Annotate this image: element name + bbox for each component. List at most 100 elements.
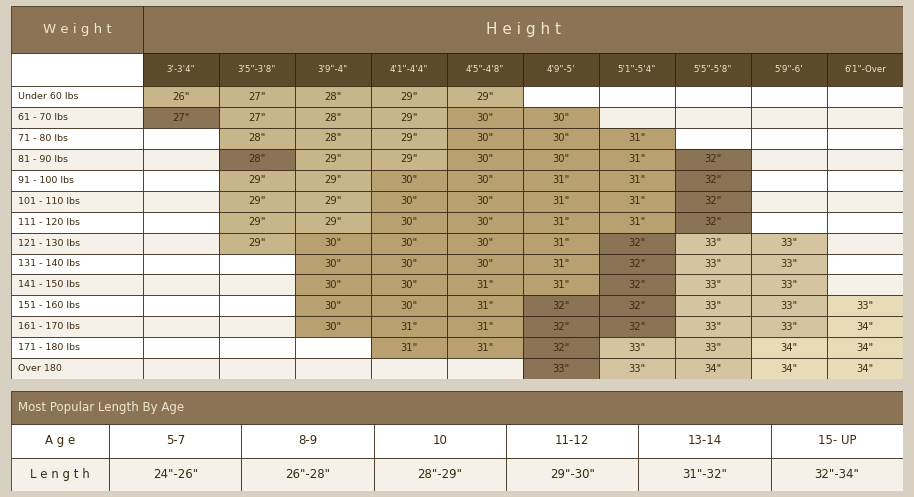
Bar xyxy=(599,274,675,295)
Bar xyxy=(295,233,371,253)
Text: 161 - 170 lbs: 161 - 170 lbs xyxy=(18,322,80,331)
Bar xyxy=(751,316,827,337)
Text: 32": 32" xyxy=(552,342,569,353)
Text: 32": 32" xyxy=(628,259,645,269)
Bar xyxy=(506,458,638,491)
Bar xyxy=(109,458,241,491)
Text: 29": 29" xyxy=(400,134,418,144)
Bar xyxy=(371,212,447,233)
Bar xyxy=(11,170,143,191)
Bar xyxy=(599,295,675,316)
Text: 10: 10 xyxy=(432,434,447,447)
Text: 101 - 110 lbs: 101 - 110 lbs xyxy=(18,197,80,206)
Bar xyxy=(143,6,903,53)
Bar xyxy=(219,212,295,233)
Bar xyxy=(447,86,523,107)
Bar xyxy=(219,274,295,295)
Text: 30": 30" xyxy=(476,175,494,185)
Bar xyxy=(599,86,675,107)
Bar xyxy=(675,358,751,379)
Text: 30": 30" xyxy=(476,238,494,248)
Bar xyxy=(523,86,599,107)
Bar xyxy=(599,149,675,170)
Bar xyxy=(447,170,523,191)
Bar xyxy=(447,274,523,295)
Text: 3'5"-3'8": 3'5"-3'8" xyxy=(238,65,276,74)
Bar xyxy=(219,358,295,379)
Text: 31": 31" xyxy=(552,196,569,206)
Bar xyxy=(827,53,903,86)
Bar xyxy=(371,107,447,128)
Bar xyxy=(827,274,903,295)
Text: 5'9"-6': 5'9"-6' xyxy=(775,65,803,74)
Text: 34": 34" xyxy=(781,364,798,374)
Text: A g e: A g e xyxy=(45,434,75,447)
Bar xyxy=(447,316,523,337)
Bar xyxy=(638,458,771,491)
Text: 141 - 150 lbs: 141 - 150 lbs xyxy=(18,280,80,289)
Text: 4'1"-4'4": 4'1"-4'4" xyxy=(389,65,428,74)
Bar xyxy=(523,295,599,316)
Text: 31"-32": 31"-32" xyxy=(682,468,727,481)
Bar xyxy=(751,191,827,212)
Bar xyxy=(675,212,751,233)
Text: 30": 30" xyxy=(400,175,418,185)
Text: 34": 34" xyxy=(705,364,722,374)
Text: 33": 33" xyxy=(781,238,798,248)
Bar xyxy=(771,424,903,458)
Bar xyxy=(751,86,827,107)
Bar xyxy=(506,424,638,458)
Text: 4'9"-5': 4'9"-5' xyxy=(547,65,575,74)
Text: 26": 26" xyxy=(172,91,190,101)
Bar xyxy=(219,53,295,86)
Text: 33": 33" xyxy=(781,280,798,290)
Bar xyxy=(11,53,143,86)
Bar xyxy=(295,191,371,212)
Bar xyxy=(11,6,143,53)
Text: 8-9: 8-9 xyxy=(298,434,317,447)
Bar xyxy=(447,53,523,86)
Text: 29": 29" xyxy=(476,91,494,101)
Text: 32": 32" xyxy=(552,322,569,331)
Bar xyxy=(675,107,751,128)
Bar xyxy=(675,128,751,149)
Text: 29": 29" xyxy=(249,196,266,206)
Bar xyxy=(295,53,371,86)
Text: 30": 30" xyxy=(476,112,494,123)
Bar xyxy=(447,253,523,274)
Text: 31": 31" xyxy=(476,301,494,311)
Bar xyxy=(143,191,219,212)
Text: L e n g t h: L e n g t h xyxy=(30,468,90,481)
Text: 34": 34" xyxy=(856,342,874,353)
Text: 26"-28": 26"-28" xyxy=(285,468,330,481)
Text: 32": 32" xyxy=(628,301,645,311)
Text: 32": 32" xyxy=(705,155,722,165)
Bar xyxy=(219,337,295,358)
Text: 30": 30" xyxy=(476,155,494,165)
Bar xyxy=(11,458,109,491)
Bar xyxy=(751,107,827,128)
Text: Over 180: Over 180 xyxy=(18,364,62,373)
Bar xyxy=(447,233,523,253)
Text: H e i g h t: H e i g h t xyxy=(485,22,560,37)
Bar xyxy=(374,458,506,491)
Text: 30": 30" xyxy=(476,259,494,269)
Bar xyxy=(219,295,295,316)
Bar xyxy=(143,253,219,274)
Bar xyxy=(599,191,675,212)
Bar xyxy=(219,170,295,191)
Text: 3'9"-4": 3'9"-4" xyxy=(318,65,348,74)
Bar xyxy=(295,295,371,316)
Text: 31": 31" xyxy=(628,175,645,185)
Bar xyxy=(219,253,295,274)
Bar xyxy=(295,253,371,274)
Bar xyxy=(827,253,903,274)
Text: 131 - 140 lbs: 131 - 140 lbs xyxy=(18,259,80,268)
Bar xyxy=(11,253,143,274)
Bar xyxy=(523,253,599,274)
Text: 33": 33" xyxy=(705,259,722,269)
Bar xyxy=(523,128,599,149)
Text: 5'1"-5'4": 5'1"-5'4" xyxy=(618,65,656,74)
Text: 33": 33" xyxy=(629,342,645,353)
Bar xyxy=(447,191,523,212)
